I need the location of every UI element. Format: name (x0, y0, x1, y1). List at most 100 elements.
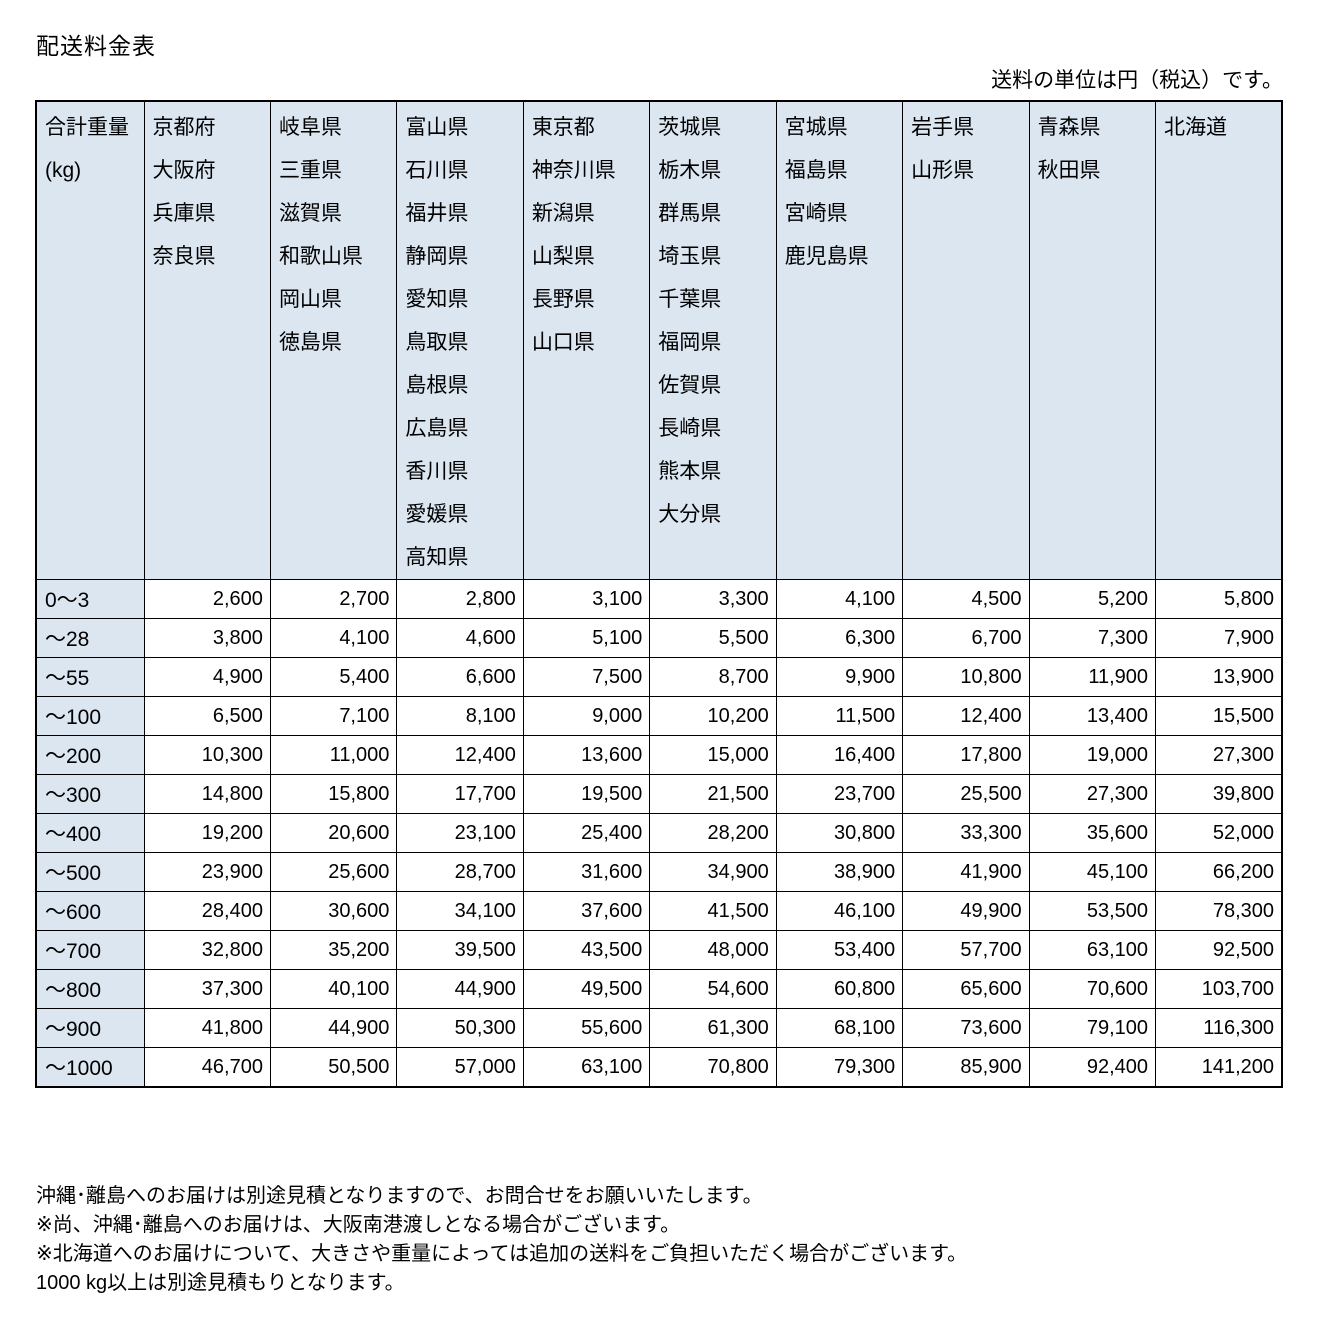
fee-cell: 61,300 (649, 1008, 777, 1048)
fee-cell: 13,400 (1028, 696, 1157, 736)
prefecture-label: 栃木県 (658, 159, 722, 182)
prefecture-label: 石川県 (405, 159, 469, 182)
fee-cell: 44,900 (269, 1008, 398, 1048)
fee-cell: 34,100 (396, 891, 524, 931)
fee-cell: 12,400 (902, 696, 1030, 736)
fee-cell: 48,000 (649, 930, 777, 970)
fee-cell: 41,500 (649, 891, 777, 931)
weight-cell: ～200 (35, 735, 145, 775)
prefecture-label: 群馬県 (658, 202, 722, 225)
prefecture-label: 宮崎県 (784, 202, 848, 225)
fee-cell: 15,000 (649, 735, 777, 775)
fee-cell: 50,500 (269, 1047, 398, 1088)
fee-cell: 44,900 (396, 969, 524, 1009)
fee-cell: 31,600 (522, 852, 651, 892)
fee-cell: 38,900 (775, 852, 904, 892)
note-line: 沖縄･離島へのお届けは別途見積となりますので、お問合せをお願いいたします。 (36, 1185, 763, 1207)
fee-cell: 11,500 (775, 696, 904, 736)
weight-header-line: (kg) (45, 159, 82, 182)
fee-cell: 6,600 (396, 657, 524, 697)
fee-cell: 52,000 (1155, 813, 1283, 853)
table-body: 0～3 2,600 2,700 2,800 3,100 3,300 4,100 4,500 5,… (35, 579, 1283, 1088)
prefecture-label: 新潟県 (531, 202, 595, 225)
note-line: ※尚、沖縄･離島へのお届けは、大阪南港渡しとなる場合がございます。 (36, 1214, 681, 1236)
fee-cell: 70,600 (1028, 969, 1157, 1009)
fee-cell: 4,100 (775, 579, 904, 619)
fee-cell: 70,800 (649, 1047, 777, 1088)
prefecture-label: 山梨県 (531, 245, 595, 268)
prefecture-label: 滋賀県 (278, 202, 342, 225)
prefecture-label: 香川県 (405, 460, 469, 483)
fee-cell: 17,700 (396, 774, 524, 814)
fee-cell: 79,100 (1028, 1008, 1157, 1048)
fee-cell: 3,300 (649, 579, 777, 619)
prefecture-label: 岩手県 (911, 116, 975, 139)
fee-cell: 11,900 (1028, 657, 1157, 697)
fee-cell: 53,400 (775, 930, 904, 970)
fee-cell: 4,100 (269, 618, 398, 658)
prefecture-label: 京都府 (152, 116, 216, 139)
fee-cell: 15,500 (1155, 696, 1283, 736)
prefecture-label: 埼玉県 (658, 245, 722, 268)
fee-cell: 49,500 (522, 969, 651, 1009)
prefecture-label: 熊本県 (658, 460, 722, 483)
prefecture-label: 徳島県 (278, 331, 342, 354)
header-row: 合計重量 (kg) 京都府 大阪府 兵庫県 奈良県 岐阜県 三重県 滋賀県 和歌山県 岡山県 徳島県富… (35, 100, 1283, 580)
fee-cell: 19,200 (143, 813, 271, 853)
prefecture-label: 宮城県 (784, 116, 848, 139)
prefecture-label: 兵庫県 (152, 202, 216, 225)
fee-cell: 27,300 (1028, 774, 1157, 814)
fee-cell: 4,600 (396, 618, 524, 658)
table-row: ～700 32,800 35,200 39,500 43,500 48,000 53,400… (35, 930, 1283, 970)
fee-cell: 35,600 (1028, 813, 1157, 853)
fee-cell: 5,400 (269, 657, 398, 697)
prefecture-label: 茨城県 (658, 116, 722, 139)
fee-cell: 7,900 (1155, 618, 1283, 658)
prefecture-label: 愛知県 (405, 288, 469, 311)
fee-cell: 28,200 (649, 813, 777, 853)
weight-cell: ～400 (35, 813, 145, 853)
table-row: ～300 14,800 15,800 17,700 19,500 21,500 23,700… (35, 774, 1283, 814)
prefecture-label: 大分県 (658, 503, 722, 526)
page-title: 配送料金表 (36, 33, 156, 59)
fee-cell: 73,600 (902, 1008, 1030, 1048)
fee-cell: 20,600 (269, 813, 398, 853)
fee-cell: 28,400 (143, 891, 271, 931)
prefecture-label: 岡山県 (278, 288, 342, 311)
fee-cell: 5,500 (649, 618, 777, 658)
fee-cell: 63,100 (1028, 930, 1157, 970)
prefecture-label: 佐賀県 (658, 374, 722, 397)
fee-cell: 16,400 (775, 735, 904, 775)
fee-cell: 30,800 (775, 813, 904, 853)
note-line: 1000 kg以上は別途見積もりとなります。 (36, 1272, 405, 1294)
weight-header-cell: 合計重量 (kg) (35, 100, 145, 580)
fee-cell: 30,600 (269, 891, 398, 931)
fee-cell: 37,600 (522, 891, 651, 931)
prefecture-label: 千葉県 (658, 288, 722, 311)
fee-cell: 11,000 (269, 735, 398, 775)
fee-cell: 19,500 (522, 774, 651, 814)
fee-cell: 5,100 (522, 618, 651, 658)
prefecture-label: 東京都 (531, 116, 595, 139)
fee-cell: 25,400 (522, 813, 651, 853)
fee-cell: 32,800 (143, 930, 271, 970)
fee-cell: 12,400 (396, 735, 524, 775)
fee-cell: 35,200 (269, 930, 398, 970)
fee-cell: 3,800 (143, 618, 271, 658)
footer-notes: 沖縄･離島へのお届けは別途見積となりますので、お問合せをお願いいたします。 ※尚、… (36, 1182, 967, 1298)
prefecture-label: 長崎県 (658, 417, 722, 440)
fee-cell: 23,900 (143, 852, 271, 892)
fee-cell: 40,100 (269, 969, 398, 1009)
weight-cell: ～500 (35, 852, 145, 892)
prefecture-label: 高知県 (405, 546, 469, 569)
prefecture-label: 三重県 (278, 159, 342, 182)
fee-cell: 10,200 (649, 696, 777, 736)
prefecture-label: 和歌山県 (278, 245, 363, 268)
fee-cell: 10,800 (902, 657, 1030, 697)
weight-cell: 0～3 (35, 579, 145, 619)
table-row: ～1000 46,700 50,500 57,000 63,100 70,800 79,30… (35, 1047, 1283, 1088)
fee-cell: 6,500 (143, 696, 271, 736)
prefecture-label: 岐阜県 (278, 116, 342, 139)
region-header-cell: 北海道 (1155, 100, 1283, 580)
fee-cell: 28,700 (396, 852, 524, 892)
